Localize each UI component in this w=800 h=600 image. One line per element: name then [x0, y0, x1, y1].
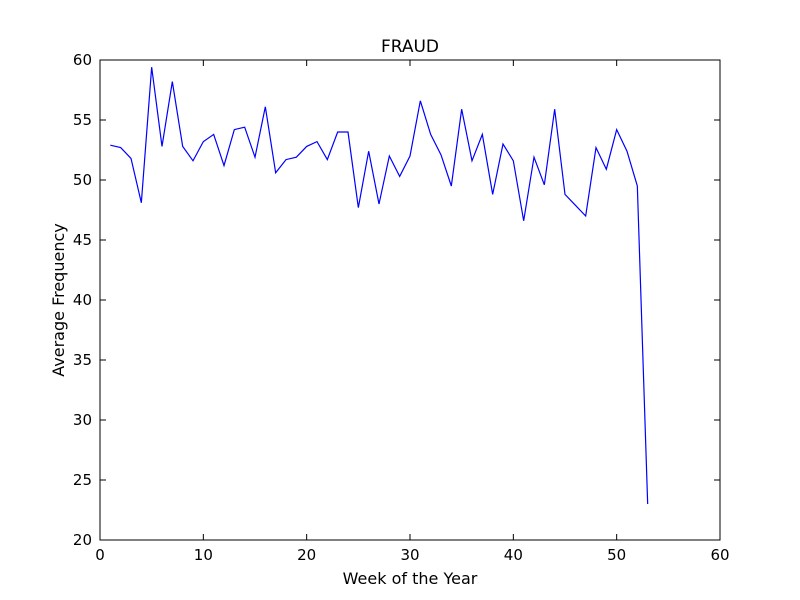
- x-tick-label: 40: [504, 546, 523, 564]
- x-tick-label: 50: [607, 546, 626, 564]
- y-axis-label: Average Frequency: [49, 223, 68, 376]
- y-tick-label: 40: [73, 291, 92, 309]
- y-tick-label: 45: [73, 231, 92, 249]
- x-tick-label: 10: [194, 546, 213, 564]
- x-tick-label: 20: [297, 546, 316, 564]
- y-tick-label: 20: [73, 531, 92, 549]
- x-axis-label: Week of the Year: [343, 569, 478, 588]
- y-tick-label: 60: [73, 51, 92, 69]
- chart-title: FRAUD: [381, 37, 439, 57]
- series-line: [110, 67, 649, 505]
- plot-frame: [99, 59, 721, 541]
- x-tick-label: 30: [400, 546, 419, 564]
- y-tick-label: 50: [73, 171, 92, 189]
- tick-group: 0 10 20 30 40 50 60 20 25 30 35 40 45 50 55 60: [73, 51, 730, 564]
- x-tick-label: 60: [710, 546, 729, 564]
- y-tick-label: 35: [73, 351, 92, 369]
- y-tick-label: 25: [73, 471, 92, 489]
- x-tick-label: 0: [95, 546, 105, 564]
- y-tick-label: 30: [73, 411, 92, 429]
- y-tick-label: 55: [73, 111, 92, 129]
